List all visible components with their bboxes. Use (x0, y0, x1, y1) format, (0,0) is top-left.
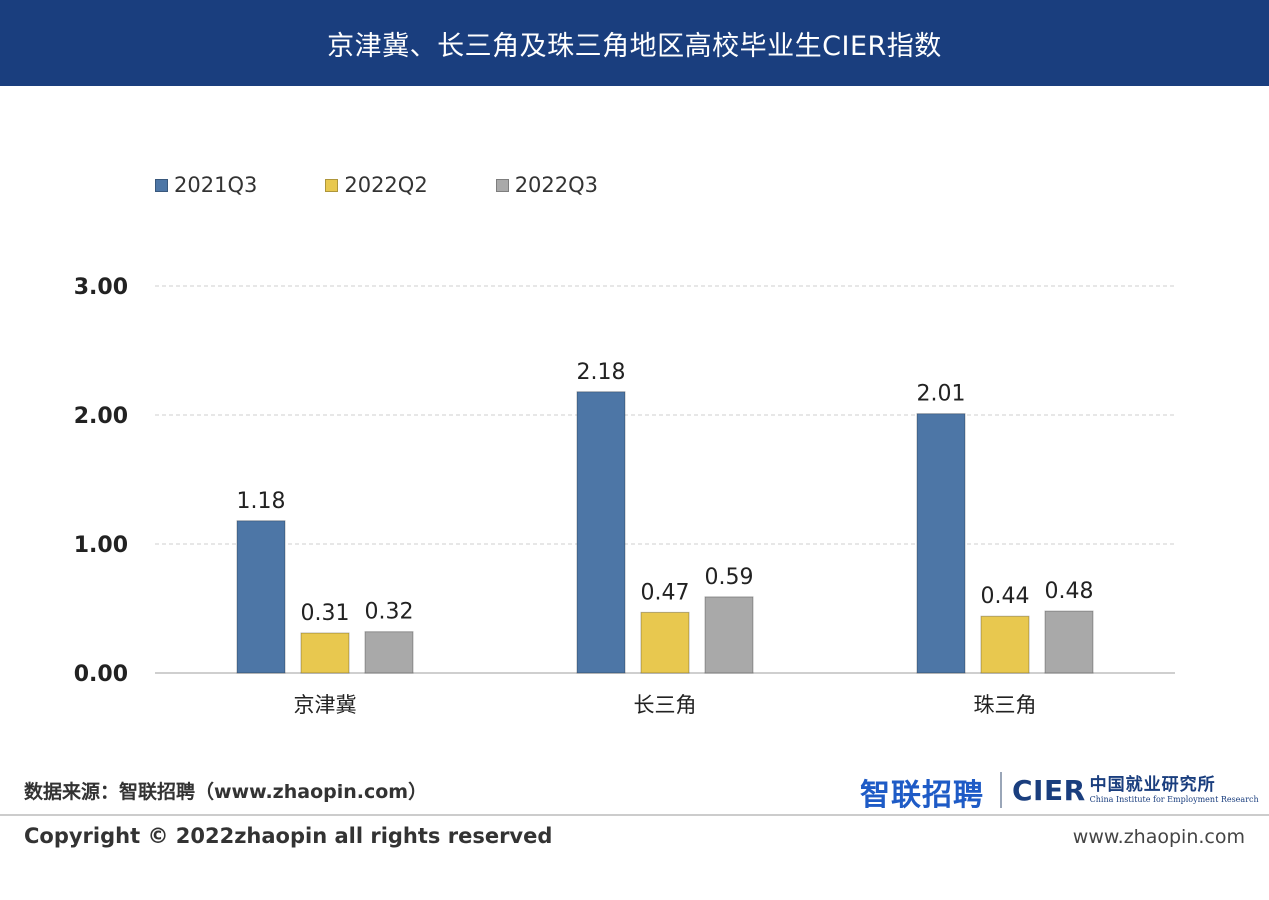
data-source-note: 数据来源：智联招聘（www.zhaopin.com） (24, 781, 428, 803)
x-tick-label: 长三角 (634, 693, 697, 717)
legend-swatch (155, 178, 168, 192)
chart-legend: 2021Q3 2022Q2 2022Q3 (155, 170, 598, 200)
cier-logo: CIER 中国就业研究所 China Institute for Employm… (1012, 772, 1259, 808)
y-tick-label: 1.00 (74, 533, 128, 558)
data-label: 0.59 (705, 565, 754, 590)
cier-logo-text: 中国就业研究所 China Institute for Employment R… (1089, 774, 1259, 805)
page-title: 京津冀、长三角及珠三角地区高校毕业生CIER指数 (327, 30, 942, 62)
x-tick-label: 珠三角 (974, 693, 1037, 717)
data-label: 0.32 (365, 600, 414, 625)
legend-label: 2022Q2 (344, 173, 428, 197)
copyright-text: Copyright © 2022zhaopin all rights reser… (24, 824, 553, 848)
x-tick-label: 京津冀 (294, 693, 357, 717)
zhaopin-logo: 智联招聘 (860, 778, 984, 813)
footer-divider (0, 814, 1269, 816)
bar (364, 631, 414, 674)
bar (1044, 610, 1094, 674)
bar (300, 632, 350, 674)
bar (704, 596, 754, 674)
website-link[interactable]: www.zhaopin.com (1072, 826, 1245, 848)
cier-logo-english: China Institute for Employment Research (1089, 794, 1259, 804)
bar (916, 413, 966, 674)
cier-logo-mark: CIER (1012, 773, 1086, 807)
bar-chart: 0.00 1.00 2.00 3.00 1.18 0.31 0.32 京津冀 2.18 0.47 0… (74, 275, 1175, 717)
cier-logo-chinese: 中国就业研究所 (1089, 774, 1216, 795)
logo-divider (1000, 772, 1002, 808)
bar (576, 391, 626, 674)
y-tick-label: 2.00 (74, 404, 128, 429)
data-label: 2.01 (917, 382, 966, 407)
y-tick-label: 3.00 (74, 275, 128, 300)
header-bar: 京津冀、长三角及珠三角地区高校毕业生CIER指数 (0, 0, 1269, 86)
legend-item-2021q3: 2021Q3 (155, 173, 257, 197)
legend-item-2022q3: 2022Q3 (495, 173, 599, 197)
bar (980, 615, 1030, 674)
legend-item-2022q2: 2022Q2 (325, 173, 428, 197)
data-label: 0.47 (641, 580, 690, 605)
data-label: 0.31 (301, 601, 350, 626)
data-label: 0.48 (1045, 579, 1094, 604)
legend-label: 2021Q3 (174, 173, 258, 197)
bar (640, 611, 690, 674)
data-label: 2.18 (577, 360, 626, 385)
legend-label: 2022Q3 (514, 173, 599, 197)
bar (236, 520, 286, 674)
data-label: 0.44 (981, 584, 1030, 609)
legend-swatch (495, 178, 509, 192)
y-tick-label: 0.00 (74, 662, 128, 687)
data-label: 1.18 (237, 489, 286, 514)
legend-swatch (325, 178, 339, 192)
